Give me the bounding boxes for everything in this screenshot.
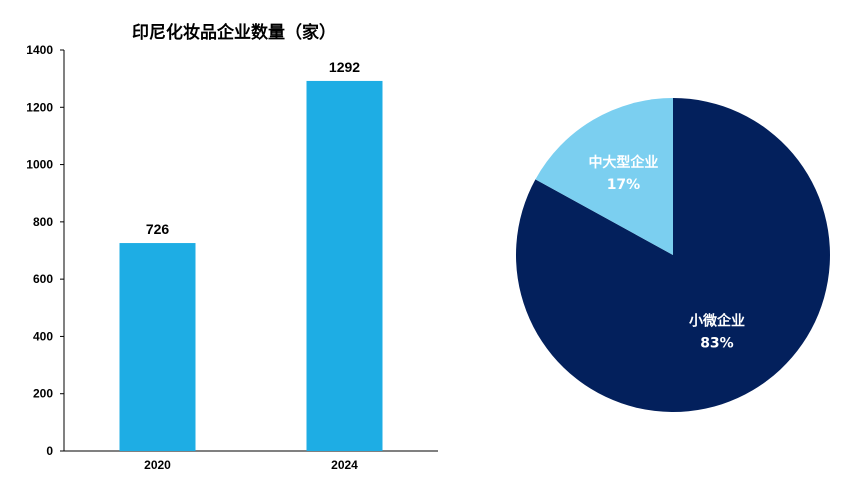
y-tick-label: 0 (46, 444, 53, 458)
y-tick-label: 1000 (26, 158, 53, 172)
x-tick-label: 2024 (331, 458, 358, 472)
y-tick-label: 1400 (26, 43, 53, 57)
pie-slice-1 (535, 97, 673, 255)
bar-chart: 印尼化妆品企业数量（家） 0 200 400 600 800 1000 1200 1400 7… (26, 22, 438, 472)
bar-data-label: 1292 (329, 59, 360, 75)
x-ticks: 2020 2024 (144, 458, 358, 472)
bars: 726 1292 (119, 59, 383, 451)
pie-slice-name: 中大型企业 (588, 154, 658, 171)
pie-slice-value: 83% (700, 335, 734, 351)
y-ticks: 0 200 400 600 800 1000 1200 1400 (26, 43, 64, 458)
bar-data-label: 726 (146, 221, 170, 237)
bar-2024 (306, 80, 383, 451)
x-tick-label: 2020 (144, 458, 171, 472)
pie-slices (515, 97, 830, 413)
y-tick-label: 400 (33, 329, 53, 343)
y-tick-label: 600 (33, 272, 53, 286)
pie-labels: 小微企业 83% 中大型企业 17% (588, 154, 745, 351)
y-tick-label: 800 (33, 215, 53, 229)
bar-2020 (119, 243, 196, 451)
pie-slice-0 (515, 98, 830, 413)
bar-chart-title: 印尼化妆品企业数量（家） (132, 22, 336, 43)
y-tick-label: 1200 (26, 100, 53, 114)
pie-slice-value: 17% (607, 177, 641, 193)
pie-chart: 小微企业 83% 中大型企业 17% (515, 97, 830, 413)
pie-slice-name: 小微企业 (689, 312, 745, 329)
y-tick-label: 200 (33, 387, 53, 401)
